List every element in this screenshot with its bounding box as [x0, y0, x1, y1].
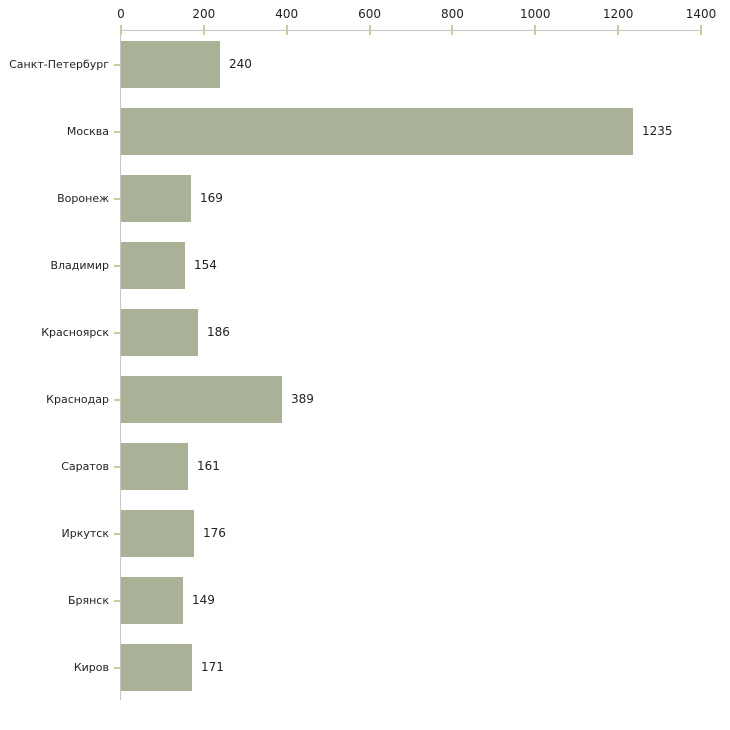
x-tick-mark: [368, 25, 371, 35]
value-label: 186: [207, 325, 230, 339]
x-tick-label: 800: [440, 7, 464, 21]
category-label: Киров: [73, 661, 109, 674]
value-label: 171: [201, 660, 224, 674]
category-label: Саратов: [61, 460, 109, 473]
bar: [121, 309, 198, 356]
category-tick-mark: [114, 64, 120, 66]
chart-row: Саратов 161: [61, 433, 700, 500]
bar: [121, 510, 194, 557]
bar: [121, 242, 185, 289]
category-label: Владимир: [50, 259, 109, 272]
x-tick-label: 200: [192, 7, 216, 21]
chart-row: Москва 1235: [67, 98, 700, 165]
chart-row: Краснодар 389: [46, 366, 700, 433]
value-label: 1235: [642, 124, 673, 138]
x-tick-label: 0: [117, 7, 125, 21]
bar: [121, 577, 183, 624]
x-tick-mark: [534, 25, 537, 35]
chart-row: Красноярск 186: [41, 299, 700, 366]
category-tick-mark: [114, 667, 120, 669]
x-tick-mark: [120, 25, 122, 35]
chart-row: Брянск 149: [68, 567, 700, 634]
category-label: Иркутск: [61, 527, 109, 540]
chart-row: Воронеж 169: [57, 165, 700, 232]
category-tick-mark: [114, 332, 120, 334]
chart-row: Иркутск 176: [62, 500, 700, 567]
category-label: Краснодар: [46, 393, 109, 406]
category-label: Брянск: [67, 594, 109, 607]
value-label: 154: [194, 258, 217, 272]
value-label: 161: [197, 459, 220, 473]
x-tick-mark: [202, 25, 205, 35]
x-tick-label: 1200: [602, 7, 634, 21]
x-tick-label: 1400: [685, 7, 717, 21]
bar: [121, 443, 188, 490]
x-tick-mark: [451, 25, 454, 35]
category-label: Красноярск: [41, 326, 109, 339]
value-label: 176: [203, 526, 226, 540]
x-tick-mark: [617, 25, 620, 35]
category-tick-mark: [114, 600, 120, 602]
category-tick-mark: [114, 198, 120, 200]
chart-row: Санкт-Петербург 240: [9, 31, 700, 98]
x-tick-mark: [285, 25, 288, 35]
category-label: Санкт-Петербург: [9, 58, 109, 71]
x-tick-label: 1000: [520, 7, 551, 21]
bar: [121, 108, 633, 155]
category-tick-mark: [114, 533, 120, 535]
category-label: Москва: [66, 125, 109, 138]
bar: [121, 376, 282, 423]
value-label: 169: [200, 191, 223, 205]
category-tick-mark: [114, 265, 120, 267]
bar: [121, 41, 220, 88]
plot-area: 0 200 400 600 800 1000 1200 1400 Санкт-Петербур…: [9, 7, 716, 701]
x-tick-mark: [700, 25, 702, 35]
x-tick-label: 400: [275, 7, 299, 21]
category-tick-mark: [114, 466, 120, 468]
category-label: Воронеж: [57, 192, 109, 205]
chart-row: Владимир 154: [50, 232, 700, 299]
category-tick-mark: [114, 399, 120, 401]
value-label: 240: [229, 57, 252, 71]
bar: [121, 175, 191, 222]
chart-row: Киров 171: [74, 634, 700, 701]
category-tick-mark: [114, 131, 120, 133]
value-label: 149: [192, 593, 215, 607]
x-tick-label: 600: [358, 7, 382, 21]
bar: [121, 644, 192, 691]
value-label: 389: [291, 392, 314, 406]
